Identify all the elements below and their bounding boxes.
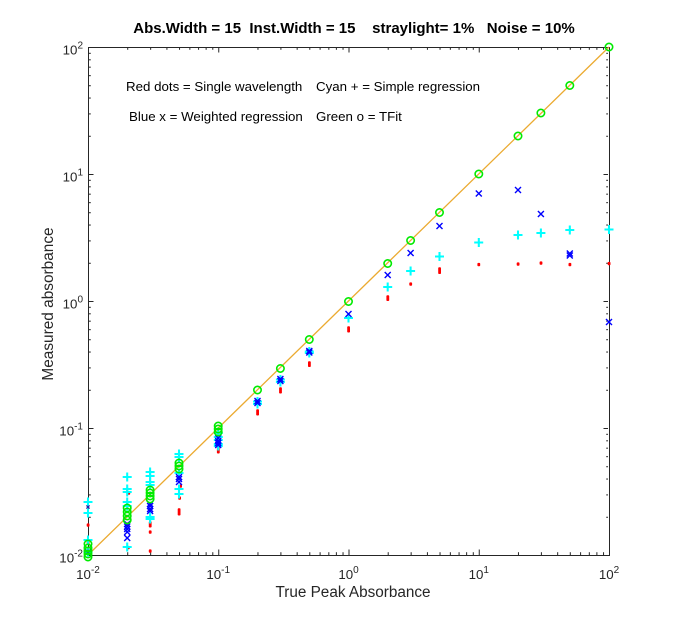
svg-text:101: 101 bbox=[469, 565, 490, 582]
svg-text:True Peak Absorbance: True Peak Absorbance bbox=[275, 584, 430, 601]
svg-text:102: 102 bbox=[63, 41, 84, 58]
svg-text:Cyan + = Simple regression: Cyan + = Simple regression bbox=[316, 79, 480, 94]
svg-text:Blue x = Weighted regression: Blue x = Weighted regression bbox=[129, 109, 303, 124]
svg-text:Abs.Width = 15 Inst.Width = 1: Abs.Width = 15 Inst.Width = 15 strayligh… bbox=[133, 20, 575, 37]
svg-text:10-1: 10-1 bbox=[206, 565, 230, 582]
svg-text:10-1: 10-1 bbox=[59, 422, 83, 439]
svg-text:100: 100 bbox=[63, 295, 84, 312]
svg-text:10-2: 10-2 bbox=[76, 565, 100, 582]
svg-text:Green o = TFit: Green o = TFit bbox=[316, 109, 402, 124]
svg-text:100: 100 bbox=[338, 565, 359, 582]
svg-text:Red dots = Single wavelength: Red dots = Single wavelength bbox=[126, 79, 302, 94]
svg-text:Measured absorbance: Measured absorbance bbox=[40, 227, 57, 380]
svg-text:10-2: 10-2 bbox=[59, 549, 83, 566]
svg-text:101: 101 bbox=[63, 168, 84, 185]
svg-text:102: 102 bbox=[599, 565, 620, 582]
